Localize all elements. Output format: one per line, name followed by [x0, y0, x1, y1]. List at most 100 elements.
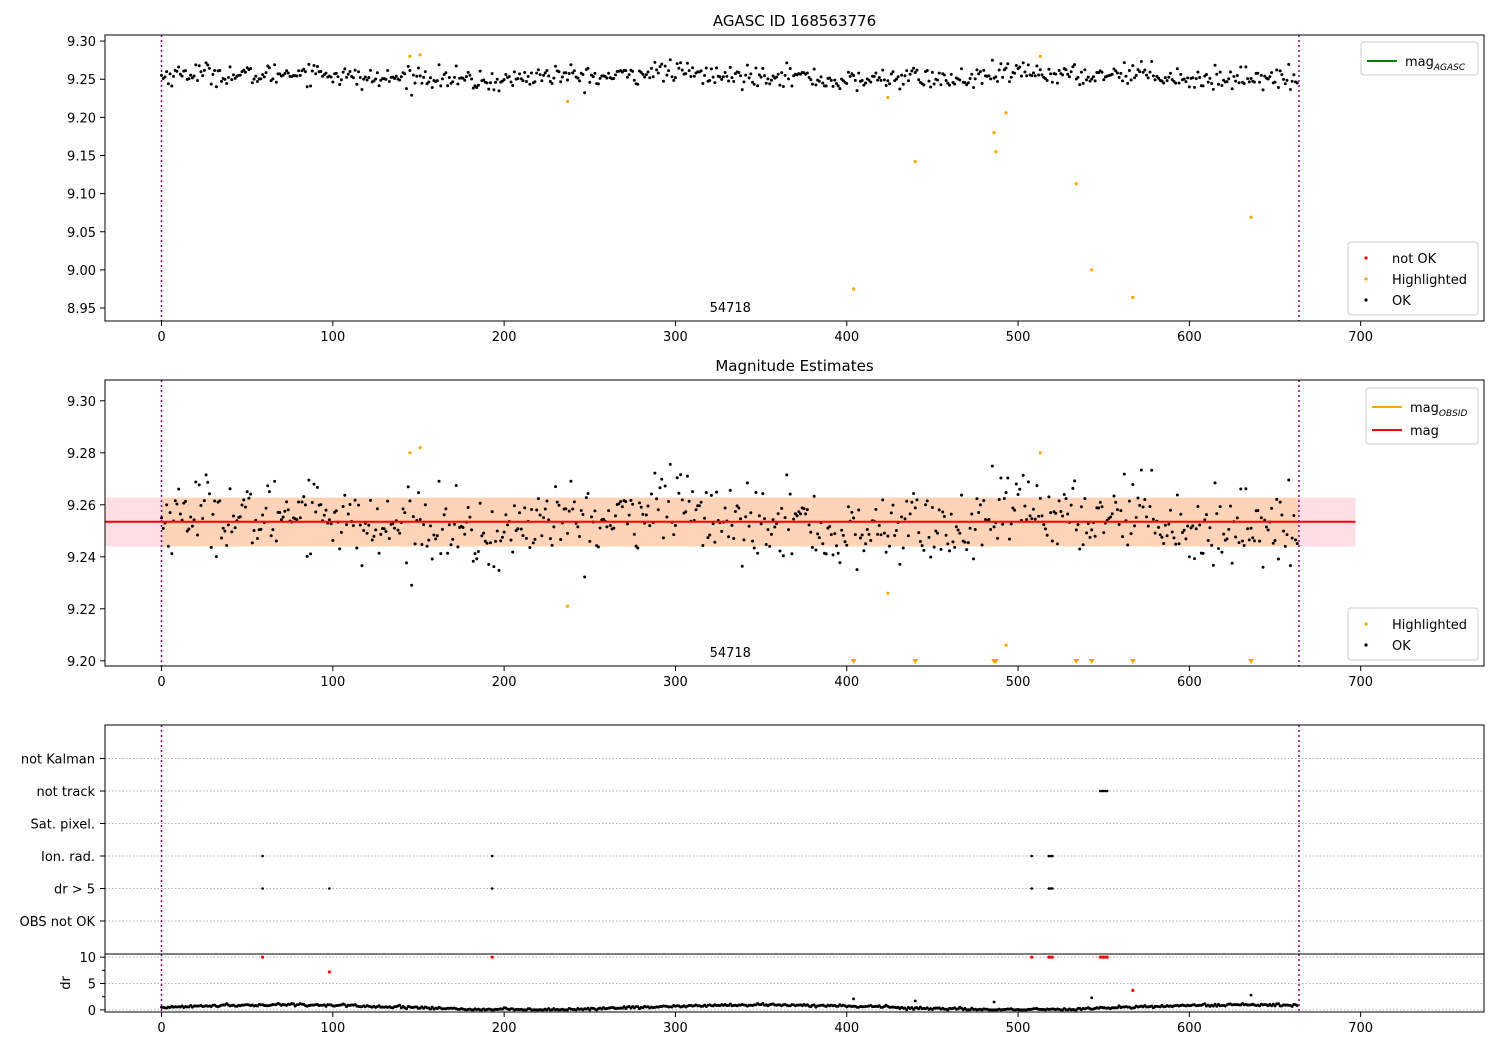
ok-point — [922, 548, 926, 552]
ok-point — [1001, 522, 1005, 526]
ok-point — [672, 78, 676, 82]
ok-point — [547, 74, 551, 78]
ok-point — [1088, 79, 1092, 83]
ok-point — [297, 69, 301, 73]
ok-point — [499, 539, 503, 543]
ok-point — [889, 72, 893, 76]
ok-point — [538, 513, 542, 517]
y-axis-label: dr — [59, 976, 74, 990]
ok-point — [213, 499, 217, 503]
ok-point — [572, 69, 576, 73]
ok-point — [843, 540, 847, 544]
ok-point — [845, 543, 849, 547]
ok-point — [649, 492, 653, 496]
ok-point — [214, 85, 218, 89]
ok-point — [228, 65, 232, 69]
ok-point — [1179, 72, 1183, 76]
ok-point — [485, 81, 489, 85]
ok-point — [855, 568, 859, 572]
ok-point — [221, 526, 225, 530]
ok-point — [656, 71, 660, 75]
ok-point — [636, 546, 640, 550]
ok-point — [353, 68, 357, 72]
ok-point — [667, 500, 671, 504]
ok-point — [483, 539, 487, 543]
dr-flagged-point — [327, 970, 332, 974]
ok-point — [831, 553, 835, 557]
ok-point — [197, 64, 201, 68]
ok-point — [699, 500, 703, 504]
ok-point — [518, 511, 522, 515]
ok-point — [632, 532, 636, 536]
ok-point — [946, 81, 950, 85]
ok-point — [901, 82, 905, 86]
flag-row-label: not Kalman — [21, 753, 95, 768]
ok-point — [528, 82, 532, 86]
ok-point — [271, 77, 275, 81]
ok-point — [454, 483, 458, 487]
ok-point — [588, 539, 592, 543]
ok-point — [913, 506, 917, 510]
ok-point — [972, 557, 976, 561]
ok-point — [673, 524, 677, 528]
ok-point — [194, 480, 198, 484]
ok-point — [692, 74, 696, 78]
offscale-marker — [1129, 659, 1136, 664]
ok-point — [858, 536, 862, 540]
ok-point — [771, 74, 775, 78]
highlighted-point — [994, 150, 998, 154]
ok-point — [346, 72, 350, 76]
ok-point — [199, 70, 203, 74]
ok-point — [264, 71, 268, 75]
x-tick-label: 200 — [492, 675, 517, 690]
ok-point — [651, 75, 655, 79]
x-tick-label: 100 — [320, 1021, 345, 1036]
highlighted-point — [1074, 182, 1078, 186]
ok-point — [713, 81, 717, 85]
ok-point — [1276, 86, 1280, 90]
axes-frame — [104, 34, 1485, 322]
ok-point — [1230, 87, 1234, 91]
ok-point — [1009, 522, 1013, 526]
highlighted-point — [1038, 54, 1042, 58]
ok-point — [206, 480, 210, 484]
ok-point — [739, 74, 743, 78]
ok-point — [704, 491, 708, 495]
ok-point — [1239, 487, 1243, 491]
ok-point — [1165, 534, 1169, 538]
ok-point — [425, 544, 429, 548]
ok-point — [1240, 539, 1244, 543]
ok-point — [430, 557, 434, 561]
ok-point — [960, 67, 964, 71]
ok-point — [165, 70, 169, 74]
ok-point — [939, 83, 943, 87]
ok-point — [302, 495, 306, 499]
ok-point — [1093, 79, 1097, 83]
ok-point — [1014, 63, 1018, 67]
ok-point — [435, 534, 439, 538]
ok-point — [1064, 68, 1068, 72]
ok-point — [334, 509, 338, 513]
ok-point — [864, 542, 868, 546]
ok-point — [223, 529, 227, 533]
ok-point — [363, 75, 367, 79]
ok-point — [384, 77, 388, 81]
ok-point — [747, 76, 751, 80]
ok-point — [369, 68, 373, 72]
ok-point — [709, 67, 713, 71]
ok-point — [365, 531, 369, 535]
ok-point — [828, 524, 832, 528]
y-tick-label: 9.00 — [67, 264, 96, 279]
ok-point — [812, 67, 816, 71]
ok-point — [507, 75, 511, 79]
ok-point — [1256, 71, 1260, 75]
ok-point — [588, 80, 592, 84]
ok-point — [1204, 73, 1208, 77]
ok-point — [1138, 503, 1142, 507]
ok-point — [1263, 74, 1267, 78]
ok-point — [1210, 543, 1214, 547]
ok-point — [1011, 506, 1015, 510]
ok-point — [322, 513, 326, 517]
ok-point — [348, 70, 352, 74]
y-tick-label: 9.30 — [67, 35, 96, 50]
